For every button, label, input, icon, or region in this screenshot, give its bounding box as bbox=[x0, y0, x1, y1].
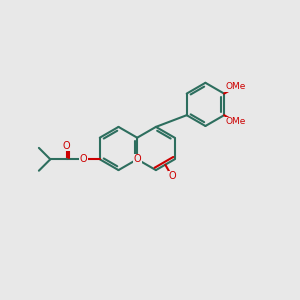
Text: OMe: OMe bbox=[226, 82, 246, 91]
Text: O: O bbox=[168, 171, 176, 182]
Text: OMe: OMe bbox=[226, 118, 246, 127]
Text: O: O bbox=[80, 154, 87, 164]
Text: O: O bbox=[134, 154, 141, 164]
Text: O: O bbox=[63, 141, 70, 151]
